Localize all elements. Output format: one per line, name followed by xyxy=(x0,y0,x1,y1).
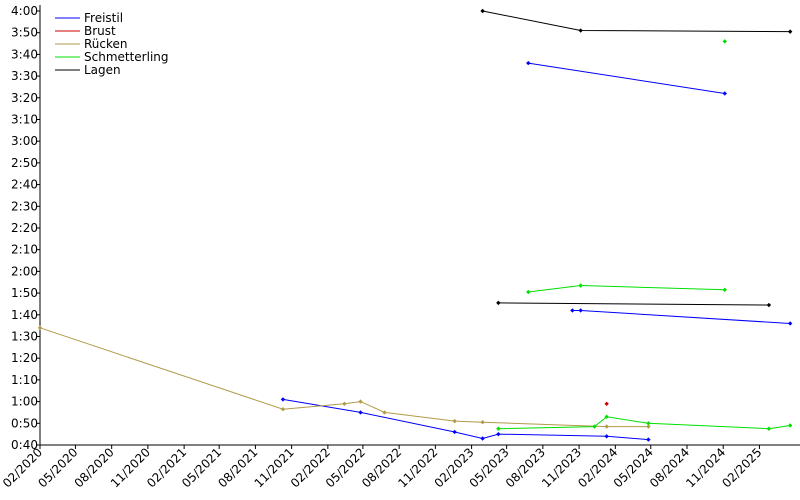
data-point xyxy=(480,436,485,441)
y-tick-label: 1:30 xyxy=(11,330,38,344)
data-point xyxy=(722,39,727,44)
y-tick-label: 2:00 xyxy=(11,264,38,278)
y-tick-label: 3:20 xyxy=(11,91,38,105)
y-tick-label: 3:10 xyxy=(11,113,38,127)
data-point xyxy=(646,421,651,426)
y-tick-label: 2:50 xyxy=(11,156,38,170)
series-lagen xyxy=(480,8,793,308)
data-point xyxy=(766,426,772,431)
data-point xyxy=(526,289,531,295)
data-point xyxy=(480,8,485,14)
y-tick-label: 1:10 xyxy=(11,373,38,387)
data-point xyxy=(578,308,583,313)
series-schmetterling xyxy=(496,39,793,431)
data-point xyxy=(604,424,609,429)
data-point xyxy=(722,91,727,96)
data-point xyxy=(787,29,793,34)
data-point xyxy=(592,424,597,429)
data-point xyxy=(526,60,531,66)
data-point xyxy=(496,431,501,437)
data-point xyxy=(787,423,793,428)
data-point xyxy=(604,414,609,419)
series-line xyxy=(498,302,769,306)
data-point xyxy=(358,399,363,404)
data-point xyxy=(787,321,793,326)
data-point xyxy=(342,401,347,406)
y-tick-label: 4:00 xyxy=(11,4,38,18)
y-tick-label: 1:20 xyxy=(11,351,38,365)
y-tick-label: 0:50 xyxy=(11,416,38,430)
data-point xyxy=(452,429,457,435)
series-freistil xyxy=(280,60,793,442)
y-tick-label: 3:30 xyxy=(11,69,38,83)
series-line xyxy=(572,310,791,324)
y-tick-label: 2:40 xyxy=(11,178,38,192)
y-tick-label: 1:00 xyxy=(11,395,38,409)
y-tick-label: 2:30 xyxy=(11,199,38,213)
legend-label: Brust xyxy=(84,24,116,38)
y-tick-label: 1:40 xyxy=(11,308,38,322)
series-line xyxy=(528,284,725,293)
data-point xyxy=(646,437,651,442)
data-point xyxy=(722,287,727,293)
legend-label: Rücken xyxy=(84,37,128,51)
y-tick-label: 2:20 xyxy=(11,221,38,235)
data-point xyxy=(280,406,286,412)
data-point xyxy=(382,410,387,415)
y-tick-label: 3:50 xyxy=(11,26,38,40)
series-r-cken xyxy=(37,325,651,429)
legend-label: Freistil xyxy=(84,11,123,25)
y-tick-label: 2:10 xyxy=(11,243,38,257)
data-point xyxy=(766,302,772,308)
data-point xyxy=(37,325,43,331)
data-point xyxy=(578,28,583,33)
y-tick-label: 0:40 xyxy=(11,438,38,452)
y-tick-label: 1:50 xyxy=(11,286,38,300)
data-point xyxy=(604,401,609,406)
data-point xyxy=(452,418,457,424)
data-point xyxy=(358,410,363,415)
series-line xyxy=(498,416,791,430)
data-point xyxy=(280,397,286,402)
legend-label: Schmetterling xyxy=(84,50,169,64)
y-tick-label: 3:40 xyxy=(11,47,38,61)
data-point xyxy=(496,426,501,431)
data-point xyxy=(604,434,609,439)
series-line xyxy=(482,10,791,33)
data-point xyxy=(578,283,583,288)
data-point xyxy=(646,424,651,429)
data-point xyxy=(480,420,485,425)
data-point xyxy=(496,300,501,306)
series-brust xyxy=(604,401,609,406)
legend-label: Lagen xyxy=(84,63,121,77)
series-line xyxy=(282,398,649,441)
y-tick-label: 3:00 xyxy=(11,134,38,148)
series-line xyxy=(528,62,725,94)
data-point xyxy=(570,308,575,313)
x-tick-label: 02/2025 xyxy=(719,445,764,490)
series-line xyxy=(39,327,649,428)
series-layer xyxy=(37,8,793,442)
